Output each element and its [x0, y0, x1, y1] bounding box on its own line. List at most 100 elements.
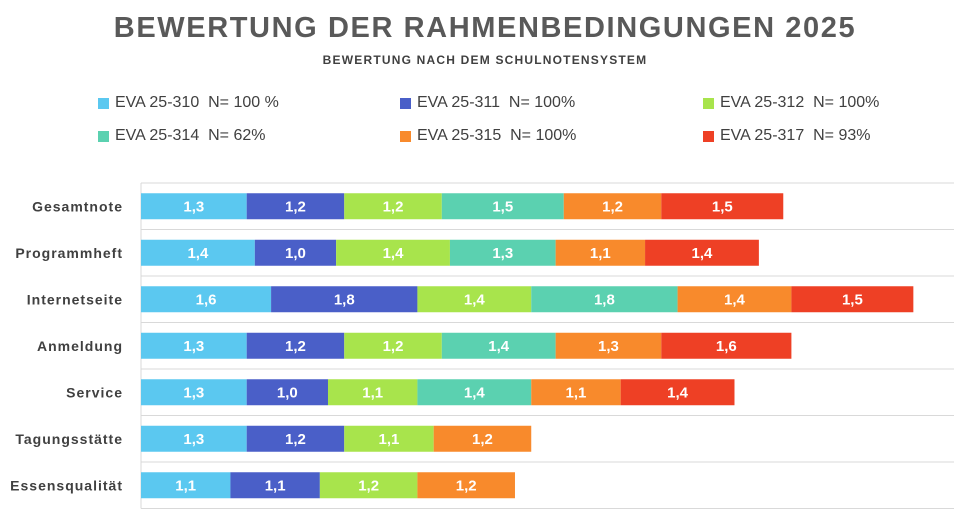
- bar-segment: [620, 379, 735, 406]
- data-label: 1,6: [196, 291, 217, 308]
- data-label: 1,5: [492, 198, 513, 215]
- data-label: 1,8: [594, 291, 615, 308]
- bar-segment: [246, 332, 345, 359]
- category-label: Internetseite: [27, 291, 123, 307]
- data-label: 1,4: [464, 384, 486, 401]
- data-label: 1,2: [285, 198, 306, 215]
- bar-segment: [230, 472, 320, 499]
- bar-segment: [555, 332, 662, 359]
- bar-segment: [531, 379, 621, 406]
- data-label: 1,1: [590, 245, 611, 262]
- bar-segment: [141, 425, 247, 452]
- bar-segment: [661, 332, 792, 359]
- data-label: 1,1: [379, 431, 400, 448]
- bar-segment: [441, 193, 564, 220]
- bar-segment: [141, 239, 255, 266]
- legend-swatch: [703, 130, 714, 142]
- bar-segment: [141, 332, 247, 359]
- category-label: Essensqualität: [10, 477, 123, 493]
- legend-label: EVA 25-317 N= 93%: [720, 127, 871, 144]
- data-label: 1,2: [358, 477, 379, 494]
- data-label: 1,3: [492, 245, 513, 262]
- category-label: Anmeldung: [37, 338, 123, 354]
- data-label: 1,3: [183, 198, 204, 215]
- legend-item: EVA 25-312 N= 100%: [703, 94, 879, 112]
- bar-segment: [417, 472, 515, 499]
- bar-segment: [246, 425, 345, 452]
- bar-segment: [449, 239, 556, 266]
- legend-label: EVA 25-315 N= 100%: [417, 127, 577, 144]
- data-label: 1,5: [712, 198, 733, 215]
- bar-segment: [254, 239, 337, 266]
- data-label: 1,1: [175, 477, 196, 494]
- chart-subtitle: BEWERTUNG NACH DEM SCHULNOTENSYSTEM: [322, 53, 648, 67]
- data-label: 1,1: [362, 384, 383, 401]
- chart-title: BEWERTUNG DER RAHMENBEDINGUNGEN 2025: [113, 12, 857, 44]
- bar-segment: [555, 239, 646, 266]
- bar-segment: [141, 193, 247, 220]
- bar-segment: [141, 286, 272, 313]
- data-label: 1,1: [566, 384, 587, 401]
- bar-segment: [319, 472, 418, 499]
- data-label: 1,4: [187, 245, 209, 262]
- bar-segment: [441, 332, 556, 359]
- bar-segment: [563, 193, 662, 220]
- data-label: 1,4: [692, 245, 714, 262]
- bar-segment: [677, 286, 792, 313]
- legend: EVA 25-310 N= 100 % EVA 25-311 N= 100% EVA…: [0, 0, 954, 160]
- data-label: 1,5: [842, 291, 863, 308]
- data-label: 1,0: [277, 384, 298, 401]
- legend-item: EVA 25-310 N= 100 %: [98, 94, 279, 112]
- bar-segment: [433, 425, 532, 452]
- legend-swatch: [98, 130, 109, 142]
- legend-item: EVA 25-317 N= 93%: [703, 127, 870, 145]
- legend-swatch: [98, 97, 109, 109]
- data-label: 1,0: [285, 245, 306, 262]
- data-label: 1,3: [183, 431, 204, 448]
- category-label: Programmheft: [15, 245, 123, 261]
- data-label: 1,6: [716, 338, 737, 355]
- bar-segment: [661, 193, 784, 220]
- data-label: 1,4: [464, 291, 486, 308]
- bar-segment: [344, 332, 442, 359]
- legend-swatch: [400, 130, 411, 142]
- category-label: Service: [66, 384, 123, 400]
- data-label: 1,2: [383, 338, 404, 355]
- bar-segment: [271, 286, 418, 313]
- legend-item: EVA 25-315 N= 100%: [400, 127, 576, 145]
- legend-label: EVA 25-311 N= 100%: [417, 94, 576, 111]
- legend-swatch: [703, 97, 714, 109]
- bar-segment: [531, 286, 678, 313]
- data-label: 1,8: [334, 291, 355, 308]
- bar-segment: [791, 286, 914, 313]
- data-label: 1,4: [724, 291, 746, 308]
- data-label: 1,3: [183, 384, 204, 401]
- legend-label: EVA 25-312 N= 100%: [720, 94, 880, 111]
- data-label: 1,2: [602, 198, 623, 215]
- legend-label: EVA 25-310 N= 100 %: [115, 94, 279, 111]
- bar-segment: [141, 379, 247, 406]
- bar-segment: [344, 425, 434, 452]
- bar-segment: [417, 379, 532, 406]
- data-label: 1,2: [472, 431, 493, 448]
- legend-item: EVA 25-314 N= 62%: [98, 127, 265, 145]
- category-label: Gesamtnote: [32, 198, 123, 214]
- bar-segment: [141, 472, 231, 499]
- bar-segment: [417, 286, 532, 313]
- data-label: 1,3: [598, 338, 619, 355]
- bar-segment: [246, 379, 328, 406]
- data-label: 1,4: [488, 338, 510, 355]
- data-label: 1,4: [383, 245, 405, 262]
- bar-segment: [645, 239, 759, 266]
- legend-label: EVA 25-314 N= 62%: [115, 127, 266, 144]
- legend-swatch: [400, 97, 411, 109]
- category-label: Tagungsstätte: [15, 431, 123, 447]
- bar-segment: [336, 239, 450, 266]
- data-label: 1,2: [285, 338, 306, 355]
- legend-item: EVA 25-311 N= 100%: [400, 94, 575, 112]
- data-label: 1,4: [667, 384, 689, 401]
- data-label: 1,1: [265, 477, 286, 494]
- data-label: 1,3: [183, 338, 204, 355]
- bar-segment: [327, 379, 418, 406]
